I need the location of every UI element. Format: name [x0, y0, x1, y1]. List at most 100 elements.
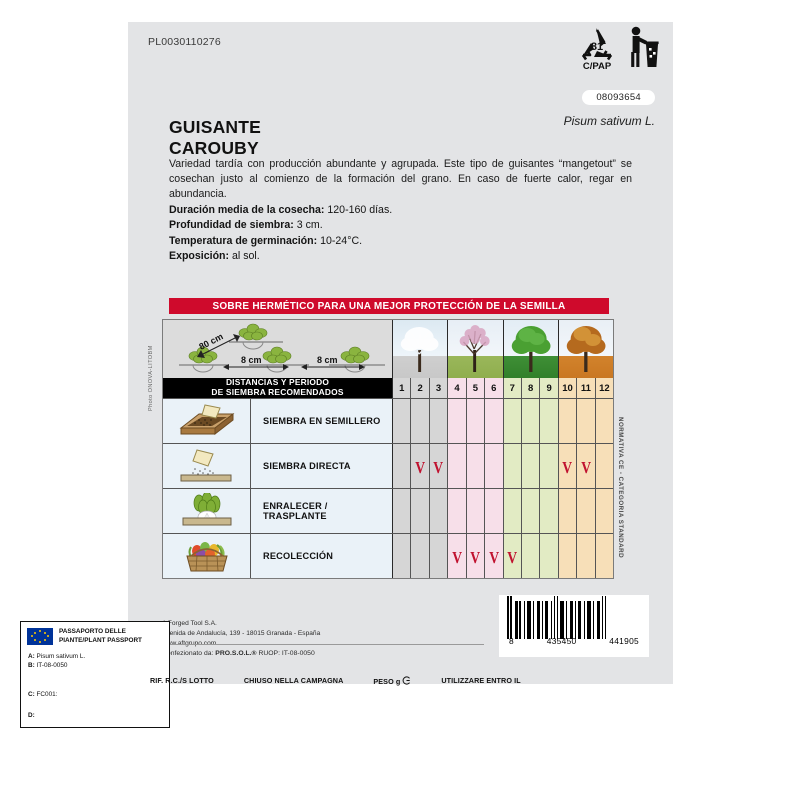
cell-m3[interactable]: V	[429, 444, 449, 488]
cell-m8[interactable]	[521, 489, 541, 533]
cell-m5[interactable]: V	[466, 534, 486, 578]
harvest-mark: V	[452, 547, 462, 567]
cell-m10[interactable]	[558, 489, 578, 533]
cell-m2[interactable]	[411, 534, 430, 578]
product-description: Variedad tardía con producción abundante…	[169, 158, 632, 201]
caption-use-by: UTILIZZARE ENTRO IL	[441, 676, 521, 685]
passport-c-value: FC001:	[36, 691, 58, 699]
cell-m10[interactable]: V	[558, 444, 578, 488]
cell-m5[interactable]	[466, 489, 486, 533]
cell-m11[interactable]	[577, 399, 596, 443]
cell-m4[interactable]	[448, 399, 467, 443]
passport-field-d: D:	[21, 712, 169, 719]
season-spring-image	[448, 320, 504, 378]
cell-m12[interactable]	[595, 444, 614, 488]
packed-by-label: Confezionato da:	[162, 650, 214, 657]
cell-m2[interactable]	[411, 489, 430, 533]
month-header-2: 2	[411, 378, 430, 398]
cell-m9[interactable]	[540, 444, 559, 488]
passport-field-b: B: IT-08-0050	[21, 662, 169, 669]
company-address: Avenida de Andalucía, 139 - 18015 Granad…	[162, 629, 321, 637]
season-winter-image	[393, 320, 449, 378]
cell-m11[interactable]	[577, 534, 596, 578]
company-name: A Forged Tool S.A.	[162, 620, 217, 627]
cell-m7[interactable]: V	[503, 534, 522, 578]
barcode-digit-group-3: 441905	[609, 636, 639, 646]
row-months: V V V V	[393, 534, 614, 578]
bottom-caption-row: RIF. R.C./S LOTTO CHIUSO NELLA CAMPAGNA …	[150, 676, 630, 686]
cell-m6[interactable]	[485, 489, 504, 533]
cell-m8[interactable]	[521, 534, 541, 578]
cell-m5[interactable]	[466, 399, 486, 443]
cell-m11[interactable]	[577, 489, 596, 533]
passport-b-label: B:	[28, 662, 35, 670]
table-row: RECOLECCIÓN V V V V	[163, 533, 614, 578]
cell-m1[interactable]	[393, 534, 412, 578]
cell-m2[interactable]	[411, 399, 430, 443]
caption-weight: PESO g	[373, 676, 411, 686]
cell-m6[interactable]: V	[485, 534, 504, 578]
summer-tree-icon	[511, 326, 550, 372]
cell-m4[interactable]	[448, 489, 467, 533]
cell-m8[interactable]	[521, 444, 541, 488]
passport-title-line-2: PIANTE/PLANT PASSPORT	[59, 636, 142, 644]
cell-m6[interactable]	[485, 399, 504, 443]
month-header-12: 12	[595, 378, 614, 398]
cell-m6[interactable]	[485, 444, 504, 488]
cell-m4[interactable]: V	[448, 534, 467, 578]
cell-m11[interactable]: V	[577, 444, 596, 488]
month-header-3: 3	[429, 378, 449, 398]
table-row: SIEMBRA EN SEMILLERO	[163, 398, 614, 443]
cell-m10[interactable]	[558, 534, 578, 578]
harvest-mark: V	[488, 547, 499, 567]
row-label: SIEMBRA EN SEMILLERO	[251, 399, 393, 443]
company-address-block: A Forged Tool S.A. Avenida de Andalucía,…	[162, 619, 320, 649]
cell-m3[interactable]	[429, 534, 449, 578]
passport-a-label: A:	[28, 653, 35, 661]
spec-value: 3 cm.	[296, 219, 323, 232]
month-header-7: 7	[503, 378, 522, 398]
barcode: 8 435450 441905	[499, 595, 649, 657]
cell-m3[interactable]	[429, 399, 449, 443]
cell-m4[interactable]	[448, 444, 467, 488]
cell-m12[interactable]	[595, 399, 614, 443]
month-numbers: 1 2 3 4 5 6 7 8 9 10 11 12	[393, 378, 614, 398]
sowing-mark: V	[415, 457, 426, 477]
direct-sowing-icon	[163, 444, 251, 488]
cell-m3[interactable]	[429, 489, 449, 533]
latin-name: Pisum sativum L.	[563, 114, 655, 128]
cell-m1[interactable]	[393, 444, 412, 488]
cell-m9[interactable]	[540, 399, 559, 443]
month-header-6: 6	[485, 378, 504, 398]
barcode-bars	[507, 596, 641, 639]
calendar-month-header-row: DISTANCIAS Y PERIODO DE SIEMBRA RECOMEND…	[163, 378, 614, 398]
spec-label: Duración media de la cosecha:	[169, 204, 325, 216]
ce-category-vertical: NORMATIVA CE - CATEGORIA STANDARD	[617, 417, 624, 559]
cell-m9[interactable]	[540, 489, 559, 533]
passport-header: PASSAPORTO DELLE PIANTE/PLANT PASSPORT	[21, 622, 169, 646]
seed-packet-back: PL0030110276 81 C/PAP	[128, 22, 673, 684]
cell-m7[interactable]	[503, 444, 522, 488]
cell-m8[interactable]	[521, 399, 541, 443]
row-label: SIEMBRA DIRECTA	[251, 444, 393, 488]
cell-m7[interactable]	[503, 489, 522, 533]
calendar-title-line-2: DE SIEMBRA RECOMENDADOS	[211, 387, 344, 397]
autumn-tree-icon	[566, 326, 606, 372]
cell-m2[interactable]: V	[411, 444, 430, 488]
cell-m5[interactable]	[466, 444, 486, 488]
cell-m1[interactable]	[393, 399, 412, 443]
season-autumn-image	[558, 320, 613, 378]
cell-m10[interactable]	[558, 399, 578, 443]
barcode-digits: 8 435450 441905	[507, 636, 641, 646]
cell-m12[interactable]	[595, 489, 614, 533]
month-header-1: 1	[393, 378, 412, 398]
row-months: V V V V	[393, 444, 614, 488]
cell-m12[interactable]	[595, 534, 614, 578]
packed-by-line: Confezionato da: PRO.S.O.L.® RUOP: IT-08…	[162, 650, 315, 657]
company-website: www.aftgrupo.com	[162, 639, 217, 647]
passport-field-a: A: Pisum sativum L.	[21, 653, 169, 660]
cell-m9[interactable]	[540, 534, 559, 578]
cell-m1[interactable]	[393, 489, 412, 533]
cell-m7[interactable]	[503, 399, 522, 443]
spec-item: Exposición: al sol.	[169, 249, 392, 264]
